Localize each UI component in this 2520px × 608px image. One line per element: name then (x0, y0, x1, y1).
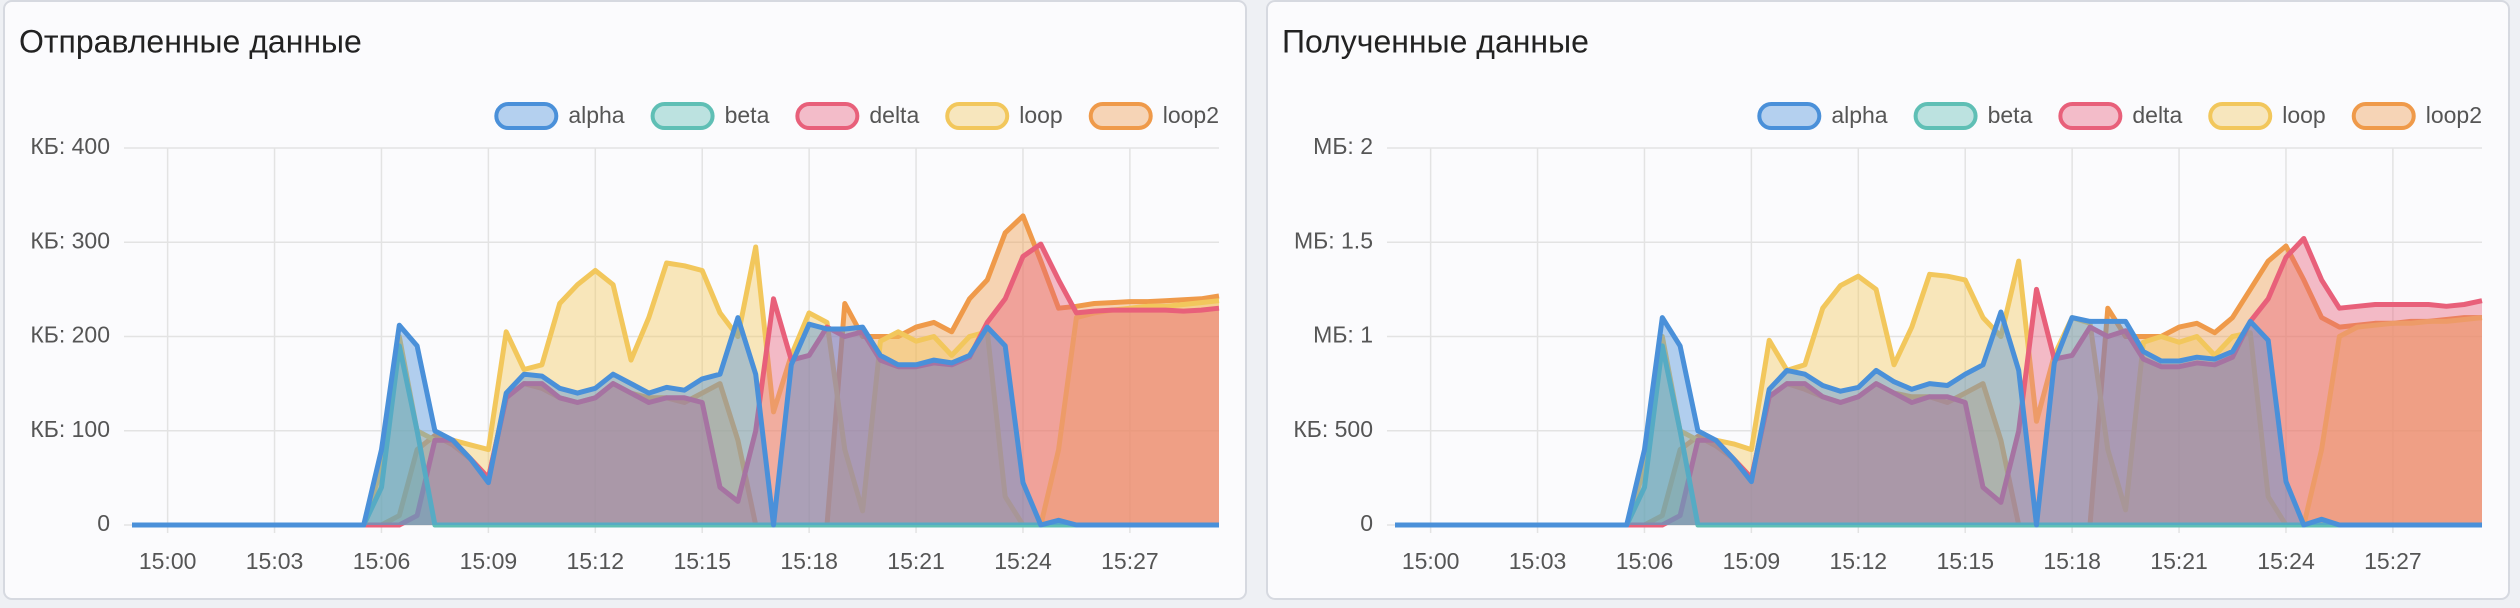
legend-item: loop (945, 102, 1063, 130)
legend-item: delta (2058, 102, 2182, 130)
panel-bg (1266, 0, 2510, 600)
chart-title: Отправленные данные (19, 23, 362, 59)
chart-title: Полученные данные (1282, 23, 1589, 59)
legend-swatch (650, 102, 715, 130)
legend-item: delta (795, 102, 919, 130)
x-tick-label: 15:09 (1723, 548, 1781, 574)
x-tick-label: 15:03 (1509, 548, 1567, 574)
y-tick-label: КБ: 300 (30, 227, 110, 253)
x-tick-label: 15:18 (2043, 548, 2101, 574)
y-tick-label: КБ: 100 (30, 416, 110, 442)
y-tick-label: КБ: 500 (1293, 416, 1373, 442)
x-tick-label: 15:12 (567, 548, 625, 574)
y-tick-label: 0 (97, 510, 110, 536)
x-tick-label: 15:03 (246, 548, 304, 574)
legend-label: delta (869, 102, 919, 128)
legend: alpha beta delta loop loop2 (494, 102, 1219, 130)
series-area (1395, 345, 2482, 525)
legend-item: alpha (494, 102, 625, 130)
y-tick-label: КБ: 200 (30, 322, 110, 348)
legend-label: alpha (1831, 102, 1887, 128)
series-area (132, 317, 1219, 525)
x-tick-label: 15:24 (2257, 548, 2315, 574)
series-area (132, 247, 1219, 525)
chart-panel: Отправленные данные 0 КБ: 100 КБ: 200 КБ: 3… (3, 0, 1247, 600)
series-area (132, 215, 1219, 525)
legend-item: loop2 (2351, 102, 2482, 130)
x-tick-label: 15:15 (673, 548, 731, 574)
series-line (132, 315, 1219, 528)
series-area (1395, 246, 2482, 525)
x-tick-label: 15:21 (2150, 548, 2208, 574)
x-tick-label: 15:00 (139, 548, 197, 574)
legend-item: alpha (1757, 102, 1888, 130)
y-tick-label: 0 (1360, 510, 1373, 536)
legend-label: alpha (568, 102, 624, 128)
x-tick-label: 15:27 (1101, 548, 1159, 574)
legend-swatch (494, 102, 559, 130)
x-tick-label: 15:09 (460, 548, 518, 574)
legend-swatch (1757, 102, 1822, 130)
series-area (1395, 312, 2482, 525)
x-tick-label: 15:15 (1936, 548, 1994, 574)
series-area (1395, 238, 2482, 525)
y-tick-label: МБ: 1.5 (1294, 227, 1373, 253)
y-tick-label: МБ: 1 (1313, 322, 1373, 348)
x-tick-label: 15:27 (2364, 548, 2422, 574)
legend-label: loop (1019, 102, 1062, 128)
series-area (1395, 261, 2482, 525)
x-tick-label: 15:06 (1616, 548, 1674, 574)
panel-bg (3, 0, 1247, 600)
legend-swatch (1913, 102, 1978, 130)
legend-swatch (795, 102, 860, 130)
legend-swatch (2058, 102, 2123, 130)
series-line (1395, 309, 2482, 528)
x-tick-label: 15:18 (780, 548, 838, 574)
x-tick-label: 15:12 (1830, 548, 1888, 574)
y-tick-label: КБ: 400 (30, 133, 110, 159)
legend-label: beta (1988, 102, 2033, 128)
x-tick-label: 15:06 (353, 548, 411, 574)
legend-item: beta (650, 102, 770, 130)
legend-label: loop (2282, 102, 2325, 128)
legend-swatch (945, 102, 1010, 130)
legend-swatch (1088, 102, 1153, 130)
legend-item: beta (1913, 102, 2033, 130)
legend-label: loop2 (2426, 102, 2482, 128)
chart-panel: Полученные данные 0 КБ: 500 МБ: 1 МБ: 1.5 МБ… (1266, 0, 2510, 600)
legend-item: loop (2208, 102, 2326, 130)
x-tick-label: 15:00 (1402, 548, 1460, 574)
legend-label: beta (725, 102, 770, 128)
legend-item: loop2 (1088, 102, 1219, 130)
x-tick-label: 15:24 (994, 548, 1052, 574)
x-tick-label: 15:21 (887, 548, 945, 574)
legend-label: loop2 (1163, 102, 1219, 128)
y-tick-label: МБ: 2 (1313, 133, 1373, 159)
legend-swatch (2351, 102, 2416, 130)
legend-label: delta (2132, 102, 2182, 128)
series-area (132, 244, 1219, 525)
legend-swatch (2208, 102, 2273, 130)
series-area (132, 345, 1219, 525)
legend: alpha beta delta loop loop2 (1757, 102, 2482, 130)
